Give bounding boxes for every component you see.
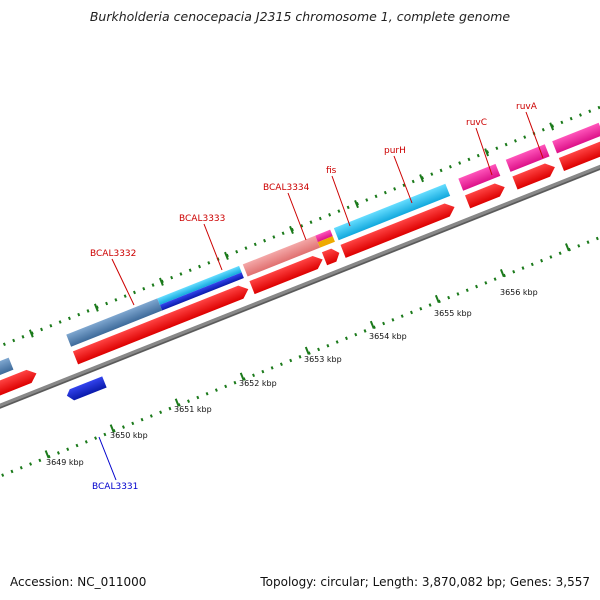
gene-arrow-bcal3331 xyxy=(66,376,107,401)
cds-arrow xyxy=(163,285,249,329)
cds-arrow xyxy=(0,369,37,410)
kbp-labels: 3649 kbp 3650 kbp 3651 kbp 3652 kbp 3653… xyxy=(46,288,538,467)
gene-label-ruva: ruvA xyxy=(516,102,538,112)
cds-arrows xyxy=(0,133,600,410)
cds-arrow xyxy=(512,163,555,190)
gene-bar-fis xyxy=(315,229,333,243)
lower-scale-major-ticks xyxy=(44,243,570,459)
gene-bar-bcal3333-cyan xyxy=(157,265,242,305)
map-track-group xyxy=(0,102,600,477)
upper-scale xyxy=(0,102,600,358)
cds-arrow xyxy=(72,314,176,365)
kbp-label: 3651 kbp xyxy=(174,405,212,414)
kbp-label: 3654 kbp xyxy=(369,332,407,341)
gene-bar-bcal3334 xyxy=(242,235,321,277)
gene-bar-bcal3333-blue xyxy=(159,272,244,311)
upper-scale-dots xyxy=(0,102,600,358)
label-line-bcal3332 xyxy=(111,258,135,306)
gene-bar-ruva xyxy=(505,144,550,172)
kbp-label: 3652 kbp xyxy=(239,379,277,388)
label-line-fis xyxy=(331,175,351,227)
cds-arrow xyxy=(321,248,340,266)
gene-bar-pink-edge xyxy=(552,122,600,154)
label-line-bcal3334 xyxy=(287,192,307,241)
label-line-purh xyxy=(393,155,413,204)
cds-arrow xyxy=(465,183,505,209)
forward-features xyxy=(0,122,600,392)
kbp-label: 3649 kbp xyxy=(46,458,84,467)
label-line-bcal3333 xyxy=(203,223,223,271)
gene-label-bcal3332: BCAL3332 xyxy=(90,249,136,259)
cds-arrow xyxy=(558,133,600,172)
topology-summary: Topology: circular; Length: 3,870,082 bp… xyxy=(260,575,590,589)
kbp-label: 3650 kbp xyxy=(110,431,148,440)
gene-label-bcal3331: BCAL3331 xyxy=(92,482,138,492)
chromosome-backbone xyxy=(0,146,600,418)
kbp-label: 3655 kbp xyxy=(434,309,472,318)
label-line-ruva xyxy=(525,111,544,159)
label-line-ruvc xyxy=(475,127,493,176)
gene-bar-ruvc xyxy=(458,163,501,191)
gene-label-ruvc: ruvC xyxy=(466,118,487,128)
gene-label-fis: fis xyxy=(326,166,337,176)
gene-bar-bcal3332 xyxy=(66,298,163,347)
label-line-bcal3331 xyxy=(98,436,117,481)
cds-arrow xyxy=(340,203,455,258)
chromosome-backbone-shadow xyxy=(0,149,600,418)
map-title: Burkholderia cenocepacia J2315 chromosom… xyxy=(89,9,511,24)
cds-arrow xyxy=(249,255,323,295)
kbp-label: 3653 kbp xyxy=(304,355,342,364)
gene-label-bcal3333: BCAL3333 xyxy=(179,214,225,224)
kbp-label: 3656 kbp xyxy=(500,288,538,297)
gene-bar-purh xyxy=(333,183,451,241)
upper-scale-major-ticks xyxy=(28,122,555,338)
gene-label-lines xyxy=(111,111,544,306)
gene-bar-fis-orange xyxy=(317,236,335,248)
gene-label-purh: purH xyxy=(384,146,406,156)
gene-label-bcal3334: BCAL3334 xyxy=(263,183,310,193)
gene-labels-forward: BCAL3332 BCAL3333 BCAL3334 fis purH ruvC… xyxy=(90,102,538,259)
accession-text: Accession: NC_011000 xyxy=(10,575,147,589)
